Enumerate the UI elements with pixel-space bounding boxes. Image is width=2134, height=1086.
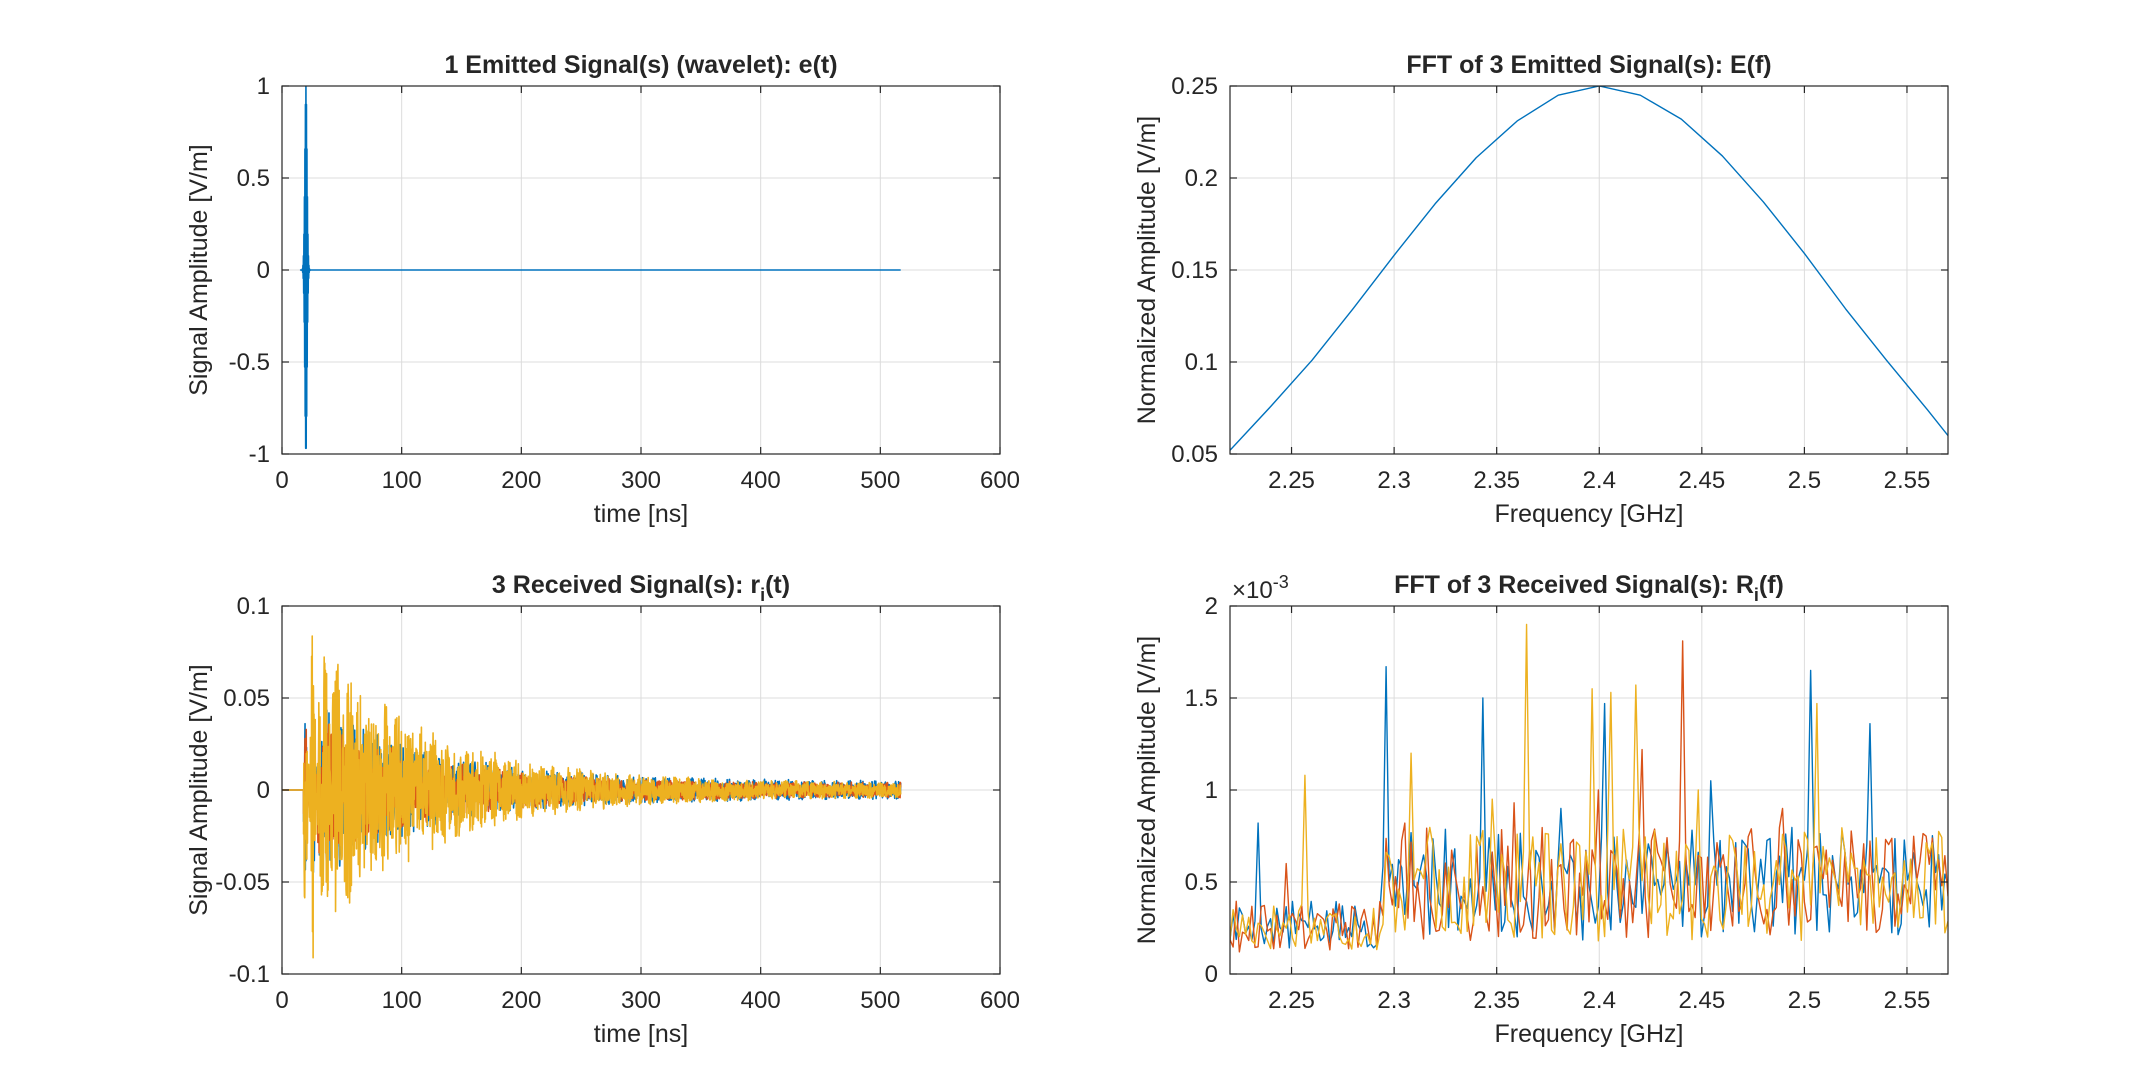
y-tick-label: 0.15 <box>1171 257 1218 284</box>
chart-title: FFT of 3 Emitted Signal(s): E(f) <box>1406 51 1771 79</box>
x-tick-label: 0 <box>275 987 288 1014</box>
y-axis-label: Signal Amplitude [V/m] <box>185 664 213 916</box>
y-tick-label: 1 <box>1205 777 1218 804</box>
x-axis-label: Frequency [GHz] <box>1495 1020 1684 1048</box>
x-tick-label: 100 <box>382 467 422 494</box>
y-axis-label: Normalized Amplitude [V/m] <box>1133 116 1161 424</box>
chart-title: 1 Emitted Signal(s) (wavelet): e(t) <box>444 51 837 79</box>
y-axis-label: Signal Amplitude [V/m] <box>185 144 213 396</box>
x-axis-label: time [ns] <box>594 1020 688 1048</box>
x-tick-label: 2.55 <box>1884 987 1931 1014</box>
x-axis-label: time [ns] <box>594 500 688 528</box>
x-tick-label: 500 <box>860 987 900 1014</box>
x-tick-label: 2.4 <box>1583 987 1616 1014</box>
series-line-3 <box>282 635 902 959</box>
y-tick-label: 1 <box>257 73 270 100</box>
y-tick-label: 0.05 <box>1171 441 1218 468</box>
chart-title: 3 Received Signal(s): ri(t) <box>492 571 790 605</box>
x-tick-label: 600 <box>980 987 1020 1014</box>
x-tick-label: 2.25 <box>1268 467 1315 494</box>
x-tick-label: 2.5 <box>1788 987 1821 1014</box>
chart-title: FFT of 3 Received Signal(s): Ri(f) <box>1394 571 1784 605</box>
panel-bl: 0 100 200 300 400 500 600 -0.1 -0.05 0 0.05 0.1 3 Re… <box>185 571 1020 1048</box>
y-tick-label: 0.2 <box>1185 165 1218 192</box>
x-tick-label: 500 <box>860 467 900 494</box>
x-tick-label: 300 <box>621 467 661 494</box>
series-line-2 <box>1230 640 1948 953</box>
panel-br: 2.25 2.3 2.35 2.4 2.45 2.5 2.55 0 0.5 1 1.5 2 ×10-3 F… <box>1133 571 1949 1048</box>
y-axis-label: Normalized Amplitude [V/m] <box>1133 636 1161 944</box>
panel-tl: 0 100 200 300 400 500 600 -1 -0.5 0 0.5 1 1 Emitted … <box>185 51 1020 528</box>
x-tick-label: 100 <box>382 987 422 1014</box>
y-tick-label: -1 <box>249 441 270 468</box>
y-exponent-label: ×10-3 <box>1232 572 1289 604</box>
y-tick-label: -0.05 <box>215 869 270 896</box>
y-tick-label: 0.25 <box>1171 73 1218 100</box>
panel-tr: 2.25 2.3 2.35 2.4 2.45 2.5 2.55 0.05 0.1 0.15 0.2 0… <box>1133 51 1949 528</box>
x-tick-label: 2.55 <box>1884 467 1931 494</box>
y-tick-label: 2 <box>1205 593 1218 620</box>
x-tick-label: 2.5 <box>1788 467 1821 494</box>
x-tick-label: 400 <box>741 987 781 1014</box>
x-tick-label: 2.3 <box>1377 987 1410 1014</box>
y-tick-label: 0 <box>257 257 270 284</box>
x-tick-label: 0 <box>275 467 288 494</box>
y-tick-label: 0.1 <box>1185 349 1218 376</box>
x-axis-label: Frequency [GHz] <box>1495 500 1684 528</box>
x-tick-label: 2.45 <box>1678 987 1725 1014</box>
x-tick-label: 300 <box>621 987 661 1014</box>
x-tick-label: 200 <box>501 467 541 494</box>
x-tick-label: 600 <box>980 467 1020 494</box>
x-tick-label: 400 <box>741 467 781 494</box>
x-tick-label: 2.35 <box>1473 467 1520 494</box>
y-tick-label: 0.05 <box>223 685 270 712</box>
series-line-3 <box>1230 623 1948 951</box>
y-tick-label: 0.1 <box>237 593 270 620</box>
y-tick-label: 1.5 <box>1185 685 1218 712</box>
y-tick-label: 0.5 <box>237 165 270 192</box>
x-tick-label: 2.35 <box>1473 987 1520 1014</box>
y-tick-label: 0 <box>1205 961 1218 988</box>
x-tick-label: 2.4 <box>1583 467 1616 494</box>
y-tick-label: -0.5 <box>229 349 270 376</box>
series-line-1 <box>299 86 901 450</box>
y-tick-label: -0.1 <box>229 961 270 988</box>
y-tick-label: 0 <box>257 777 270 804</box>
x-tick-label: 2.45 <box>1678 467 1725 494</box>
y-tick-label: 0.5 <box>1185 869 1218 896</box>
x-tick-label: 200 <box>501 987 541 1014</box>
x-tick-label: 2.3 <box>1377 467 1410 494</box>
x-tick-label: 2.25 <box>1268 987 1315 1014</box>
series-line-1 <box>1230 86 1948 451</box>
